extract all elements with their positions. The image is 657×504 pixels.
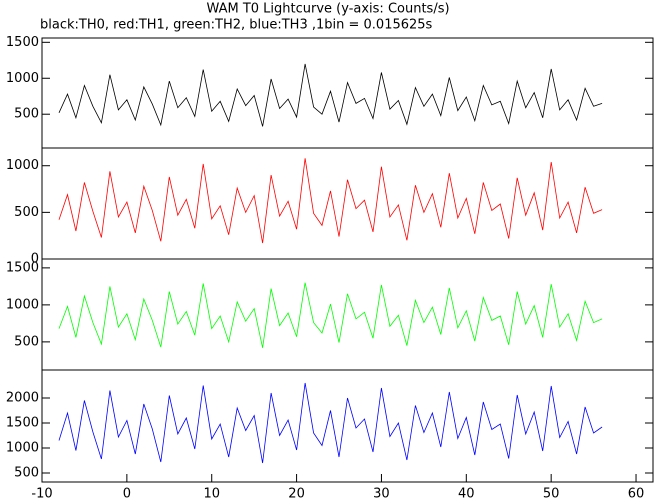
y-tick-label: 500 (14, 107, 39, 122)
chart-subtitle: black:TH0, red:TH1, green:TH2, blue:TH3 … (40, 18, 433, 33)
y-tick-label: 500 (14, 334, 39, 349)
x-tick-label: 60 (628, 487, 645, 502)
y-tick-label: 1000 (6, 441, 39, 456)
x-tick-label: -10 (31, 487, 52, 502)
y-tick-label: 1500 (6, 35, 39, 50)
y-tick-label: 500 (14, 466, 39, 481)
x-tick-label: 10 (203, 487, 220, 502)
x-tick-label: 50 (543, 487, 560, 502)
lightcurve (58, 63, 603, 127)
y-tick-label: 2000 (6, 391, 39, 406)
y-tick-label: 0 (31, 252, 39, 267)
y-tick-label: 1000 (6, 71, 39, 86)
x-tick-label: 40 (458, 487, 475, 502)
y-tick-label: 1500 (6, 416, 39, 431)
lightcurve (58, 282, 603, 348)
panel-frame (41, 369, 654, 483)
y-tick-label: 1000 (6, 297, 39, 312)
y-tick-label: 1500 (6, 260, 39, 275)
y-tick-label: 1000 (6, 158, 39, 173)
x-tick-label: 30 (373, 487, 390, 502)
x-tick-label: 0 (123, 487, 131, 502)
y-tick-label: 500 (14, 205, 39, 220)
lightcurve (58, 382, 603, 464)
chart-title: WAM T0 Lightcurve (y-axis: Counts/s) (206, 2, 449, 17)
lightcurve (58, 158, 603, 244)
x-tick-label: 20 (288, 487, 305, 502)
